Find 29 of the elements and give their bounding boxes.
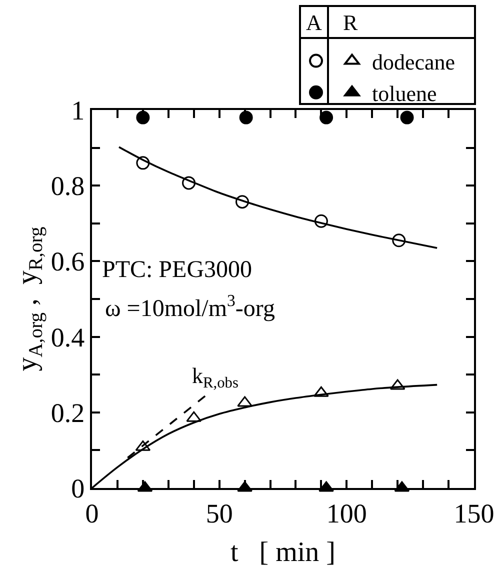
x-tick-label: 100 [326,498,367,528]
x-tick-label: 150 [454,498,494,528]
point [136,156,150,170]
y-tick-label: 1 [71,95,85,126]
point [182,176,196,190]
point [392,234,406,248]
point [314,386,329,397]
text: R [343,10,358,35]
point [136,110,150,124]
x-axis-title: t [ min ] [230,537,336,568]
legend-label: dodecane [372,49,456,74]
point [314,214,328,228]
y-tick-label: 0.8 [50,171,85,202]
point [236,195,249,209]
annotation: ω =10mol/m$^{3}$-org [105,291,275,322]
x-tick-label: 50 [206,498,233,528]
text: A [306,10,322,35]
point [239,110,253,124]
y-tick-label: 0.2 [50,398,85,428]
point [237,396,252,407]
point [320,110,334,124]
annotation: k$_{R,obs}$ [192,363,239,392]
point [400,110,414,124]
y-tick-label: 0.4 [50,322,86,352]
legend-label: toluene [372,80,437,106]
y-tick-label: 0 [71,473,85,504]
annotation: PTC: PEG3000 [102,257,252,283]
y-tick-label: 0.6 [50,246,85,277]
line-series [118,146,438,249]
